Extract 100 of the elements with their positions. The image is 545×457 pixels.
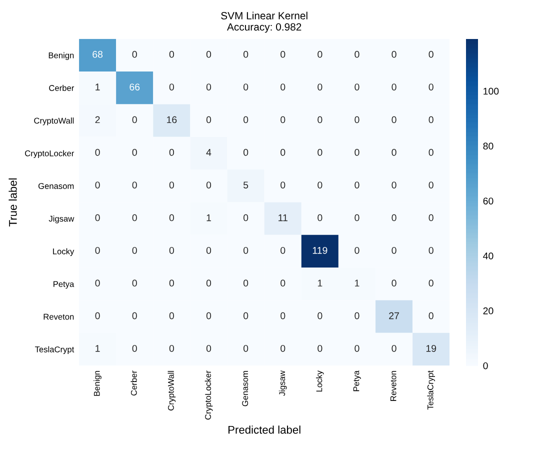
x-tick-label: Reveton — [390, 371, 396, 401]
data-label: 5 — [243, 182, 248, 188]
data-label: 0 — [392, 280, 396, 287]
data-label: 0 — [169, 148, 174, 156]
data-label: 0 — [318, 84, 322, 90]
data-label: 0 — [206, 344, 212, 352]
data-label: 0 — [243, 344, 248, 352]
data-label: 0 — [243, 246, 248, 254]
data-label: 0 — [206, 312, 212, 320]
data-label: 0 — [95, 182, 100, 188]
data-label: 0 — [318, 50, 322, 58]
data-label: 0 — [280, 280, 286, 287]
data-label: 0 — [243, 312, 248, 320]
data-label: 0 — [428, 280, 434, 287]
data-label: 0 — [354, 246, 360, 254]
data-label: 1 — [318, 280, 322, 286]
y-tick-label: Petya — [54, 281, 74, 289]
data-label: 1 — [96, 84, 100, 90]
data-label: 0 — [169, 84, 174, 90]
data-label: 0 — [318, 344, 322, 352]
data-label: 0 — [206, 50, 212, 58]
data-label: 16 — [167, 116, 177, 124]
data-label: 0 — [428, 50, 434, 58]
chart-title: SVM Linear Kernel Accuracy: 0.982 — [221, 12, 308, 33]
data-label: 0 — [280, 84, 286, 90]
data-label: 1 — [355, 280, 360, 286]
data-label: 0 — [169, 214, 174, 222]
data-label: 0 — [354, 84, 360, 90]
data-label: 0 — [132, 312, 137, 320]
data-label: 1 — [96, 345, 100, 352]
y-tick-label: TeslaCrypt — [34, 346, 74, 354]
data-label: 0 — [132, 246, 137, 254]
data-label: 1 — [206, 214, 211, 222]
data-label: 0 — [318, 116, 322, 124]
data-label: 0 — [392, 182, 396, 188]
data-label: 66 — [130, 84, 140, 90]
y-tick-label: Jigsaw — [48, 216, 74, 224]
data-label: 0 — [392, 246, 396, 254]
data-label: 0 — [132, 50, 137, 58]
data-label: 0 — [354, 182, 360, 188]
data-label: 0 — [243, 148, 248, 156]
x-tick-label: Petya — [353, 370, 361, 392]
data-label: 0 — [280, 246, 286, 254]
color-bar-label: 0 — [483, 362, 488, 370]
data-label: 0 — [95, 312, 100, 320]
x-tick-label: Benign — [94, 371, 102, 396]
data-label: 0 — [95, 280, 100, 287]
data-label: 0 — [392, 148, 396, 156]
data-label: 0 — [206, 116, 212, 124]
y-tick-label: CryptoWall — [34, 118, 74, 126]
x-tick-label: CryptoLocker — [204, 370, 213, 420]
data-label: 0 — [169, 182, 174, 188]
data-label: 0 — [243, 214, 248, 222]
data-label: 0 — [280, 344, 286, 352]
data-label: 0 — [428, 116, 434, 124]
data-label: 0 — [280, 116, 286, 124]
x-tick-label: Cerber — [130, 370, 137, 396]
data-label: 0 — [132, 182, 137, 188]
data-label: 0 — [206, 182, 212, 188]
data-label: 119 — [312, 246, 328, 254]
data-label: 19 — [426, 344, 436, 352]
y-axis-title: True label — [8, 178, 17, 226]
data-label: 0 — [95, 214, 100, 222]
color-bar-label: 100 — [484, 88, 499, 95]
color-bar-label: 40 — [483, 252, 494, 260]
data-label: 0 — [354, 148, 360, 156]
data-label: 0 — [354, 214, 360, 222]
data-label: 0 — [206, 84, 212, 90]
x-tick-label: TeslaCrypt — [427, 370, 435, 410]
data-label: 0 — [428, 214, 434, 222]
data-label: 11 — [278, 214, 288, 222]
y-tick-label: CryptoLocker — [25, 150, 74, 158]
data-label: 0 — [280, 182, 286, 188]
x-tick-label: Jigsaw — [278, 370, 287, 396]
data-label: 0 — [318, 312, 322, 320]
data-label: 0 — [169, 280, 174, 287]
data-label: 0 — [318, 182, 322, 188]
data-label: 0 — [280, 148, 286, 156]
data-label: 0 — [392, 214, 396, 222]
data-label: 0 — [132, 116, 137, 124]
data-label: 4 — [206, 149, 212, 156]
data-label: 0 — [318, 148, 322, 156]
x-axis-title: Predicted label — [228, 426, 300, 434]
data-label: 0 — [132, 148, 137, 156]
data-label: 0 — [392, 344, 396, 352]
data-label: 0 — [280, 312, 286, 320]
data-label: 0 — [428, 182, 434, 188]
data-label: 0 — [95, 246, 100, 254]
data-label: 0 — [169, 344, 174, 352]
data-label: 0 — [169, 312, 174, 320]
data-label: 0 — [354, 344, 360, 352]
color-bar-label: 60 — [483, 198, 494, 204]
data-label: 0 — [280, 50, 286, 58]
data-label: 0 — [392, 116, 396, 124]
data-label: 0 — [318, 214, 322, 222]
data-label: 0 — [428, 312, 434, 320]
y-tick-label: Reveton — [44, 314, 74, 320]
x-tick-label: Locky — [316, 370, 324, 392]
data-label: 0 — [169, 246, 174, 254]
data-label: 0 — [354, 312, 360, 320]
